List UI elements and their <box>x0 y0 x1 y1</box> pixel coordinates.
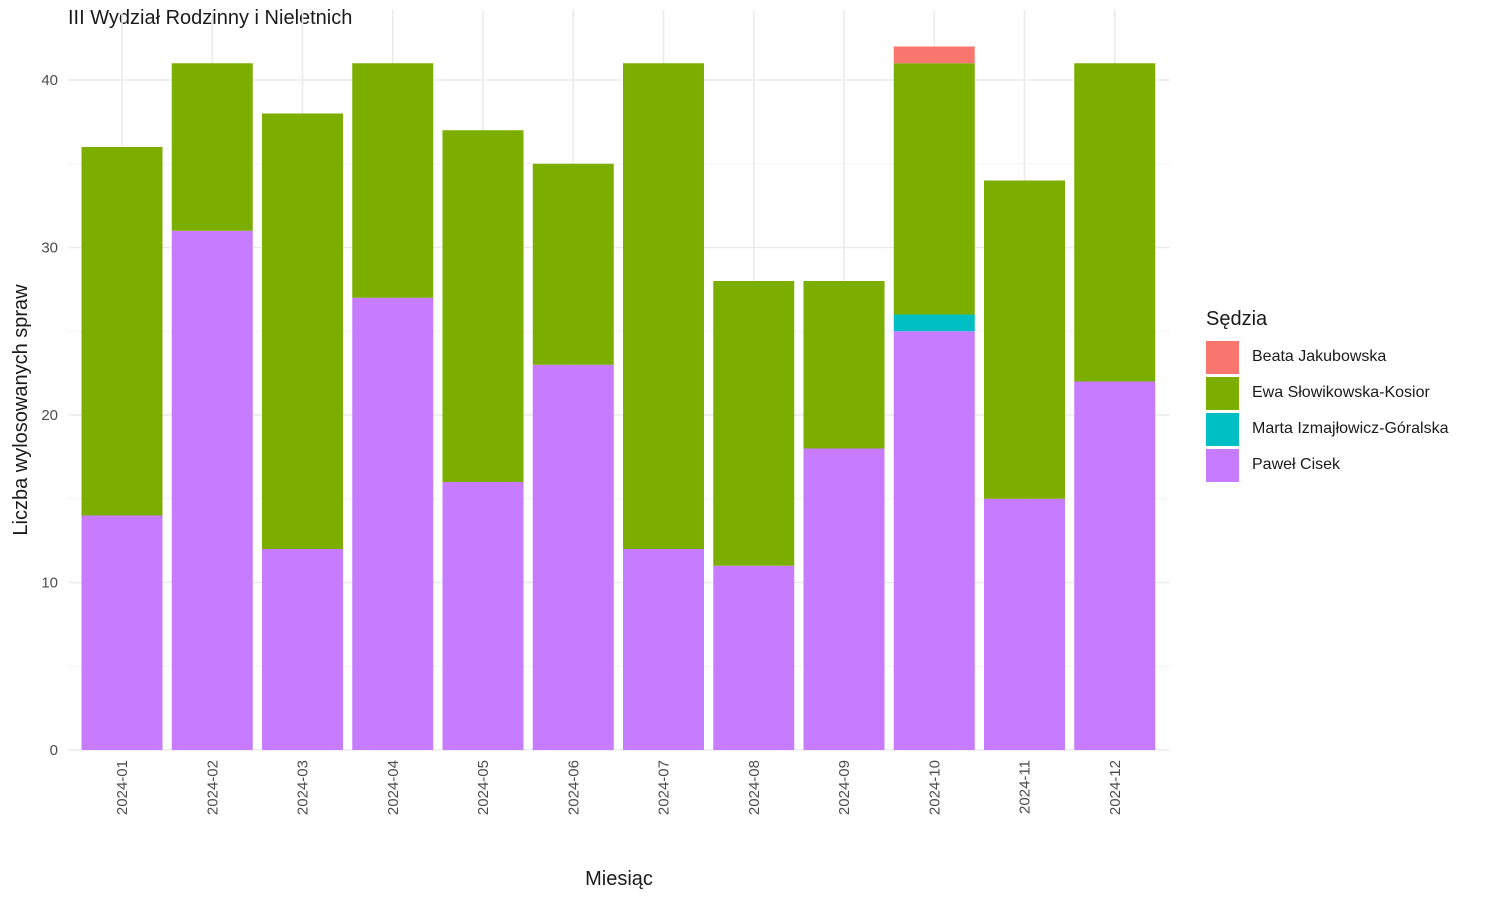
bar-segment <box>623 63 704 549</box>
bar-segment <box>171 63 253 231</box>
bar-segment <box>713 565 795 750</box>
bar-segment <box>713 281 795 566</box>
legend-swatch <box>1206 412 1239 446</box>
x-tick-label: 2024-03 <box>295 760 312 815</box>
bar-segment <box>171 230 253 750</box>
bar-segment <box>532 163 614 365</box>
bar-segment <box>262 549 343 750</box>
bar-segment <box>623 549 704 750</box>
legend-swatch <box>1206 340 1239 374</box>
bar-segment <box>1074 63 1156 382</box>
x-tick-label: 2024-10 <box>926 760 943 815</box>
legend-label: Beata Jakubowska <box>1252 348 1387 365</box>
bar-segment <box>81 515 163 750</box>
y-tick-label: 0 <box>50 742 58 759</box>
bar-segment <box>984 498 1065 750</box>
bar-segment <box>1074 381 1156 750</box>
y-axis-title: Liczba wylosowanych spraw <box>10 284 32 536</box>
bar-segment <box>803 281 885 449</box>
legend-item: Beata Jakubowska <box>1206 339 1448 375</box>
x-tick-label: 2024-11 <box>1017 760 1034 814</box>
legend-swatch <box>1206 448 1239 482</box>
legend: Sędzia Beata Jakubowska Ewa Słowikowska-K… <box>1206 308 1448 483</box>
bar-segment <box>352 297 434 750</box>
bar-segment <box>442 130 524 482</box>
x-tick-label: 2024-04 <box>385 760 402 815</box>
bars <box>81 46 1156 750</box>
legend-title: Sędzia <box>1206 308 1268 330</box>
bar-segment <box>893 331 975 750</box>
legend-item: Paweł Cisek <box>1206 447 1448 483</box>
y-tick-label: 10 <box>41 575 58 592</box>
x-tick-label: 2024-02 <box>204 760 221 815</box>
x-tick-label: 2024-09 <box>836 760 853 815</box>
chart-title: III Wydział Rodzinny i Nieletnich <box>68 7 353 29</box>
bar-segment <box>442 482 524 750</box>
x-tick-label: 2024-08 <box>746 760 763 815</box>
bar-segment <box>352 63 434 298</box>
bar-segment <box>893 314 975 332</box>
bar-segment <box>262 113 343 549</box>
x-tick-label: 2024-07 <box>656 760 673 815</box>
legend-item: Marta Izmajłowicz-Góralska <box>1206 411 1448 447</box>
bar-segment <box>81 147 163 516</box>
y-tick-label: 20 <box>41 407 58 424</box>
x-axis-ticks: 2024-01 2024-02 2024-03 2024-04 2024-05 2024-… <box>114 760 1124 815</box>
x-axis-title: Miesiąc <box>585 868 653 890</box>
bar-segment <box>532 364 614 750</box>
y-axis-ticks: 0 10 20 30 40 <box>41 72 58 759</box>
bar-segment <box>803 448 885 750</box>
x-tick-label: 2024-01 <box>114 760 131 815</box>
legend-items: Beata Jakubowska Ewa Słowikowska-Kosior Ma… <box>1206 339 1448 483</box>
legend-label: Paweł Cisek <box>1252 456 1341 473</box>
x-tick-label: 2024-06 <box>565 760 582 815</box>
legend-swatch <box>1206 376 1239 410</box>
bar-segment <box>893 63 975 315</box>
x-tick-label: 2024-05 <box>475 760 492 815</box>
bar-segment <box>893 46 975 64</box>
y-tick-label: 30 <box>41 240 58 257</box>
y-tick-label: 40 <box>41 72 58 89</box>
bar-segment <box>984 180 1065 499</box>
legend-label: Marta Izmajłowicz-Góralska <box>1252 420 1449 437</box>
legend-item: Ewa Słowikowska-Kosior <box>1206 375 1448 411</box>
x-tick-label: 2024-12 <box>1107 760 1124 815</box>
legend-label: Ewa Słowikowska-Kosior <box>1252 384 1430 401</box>
